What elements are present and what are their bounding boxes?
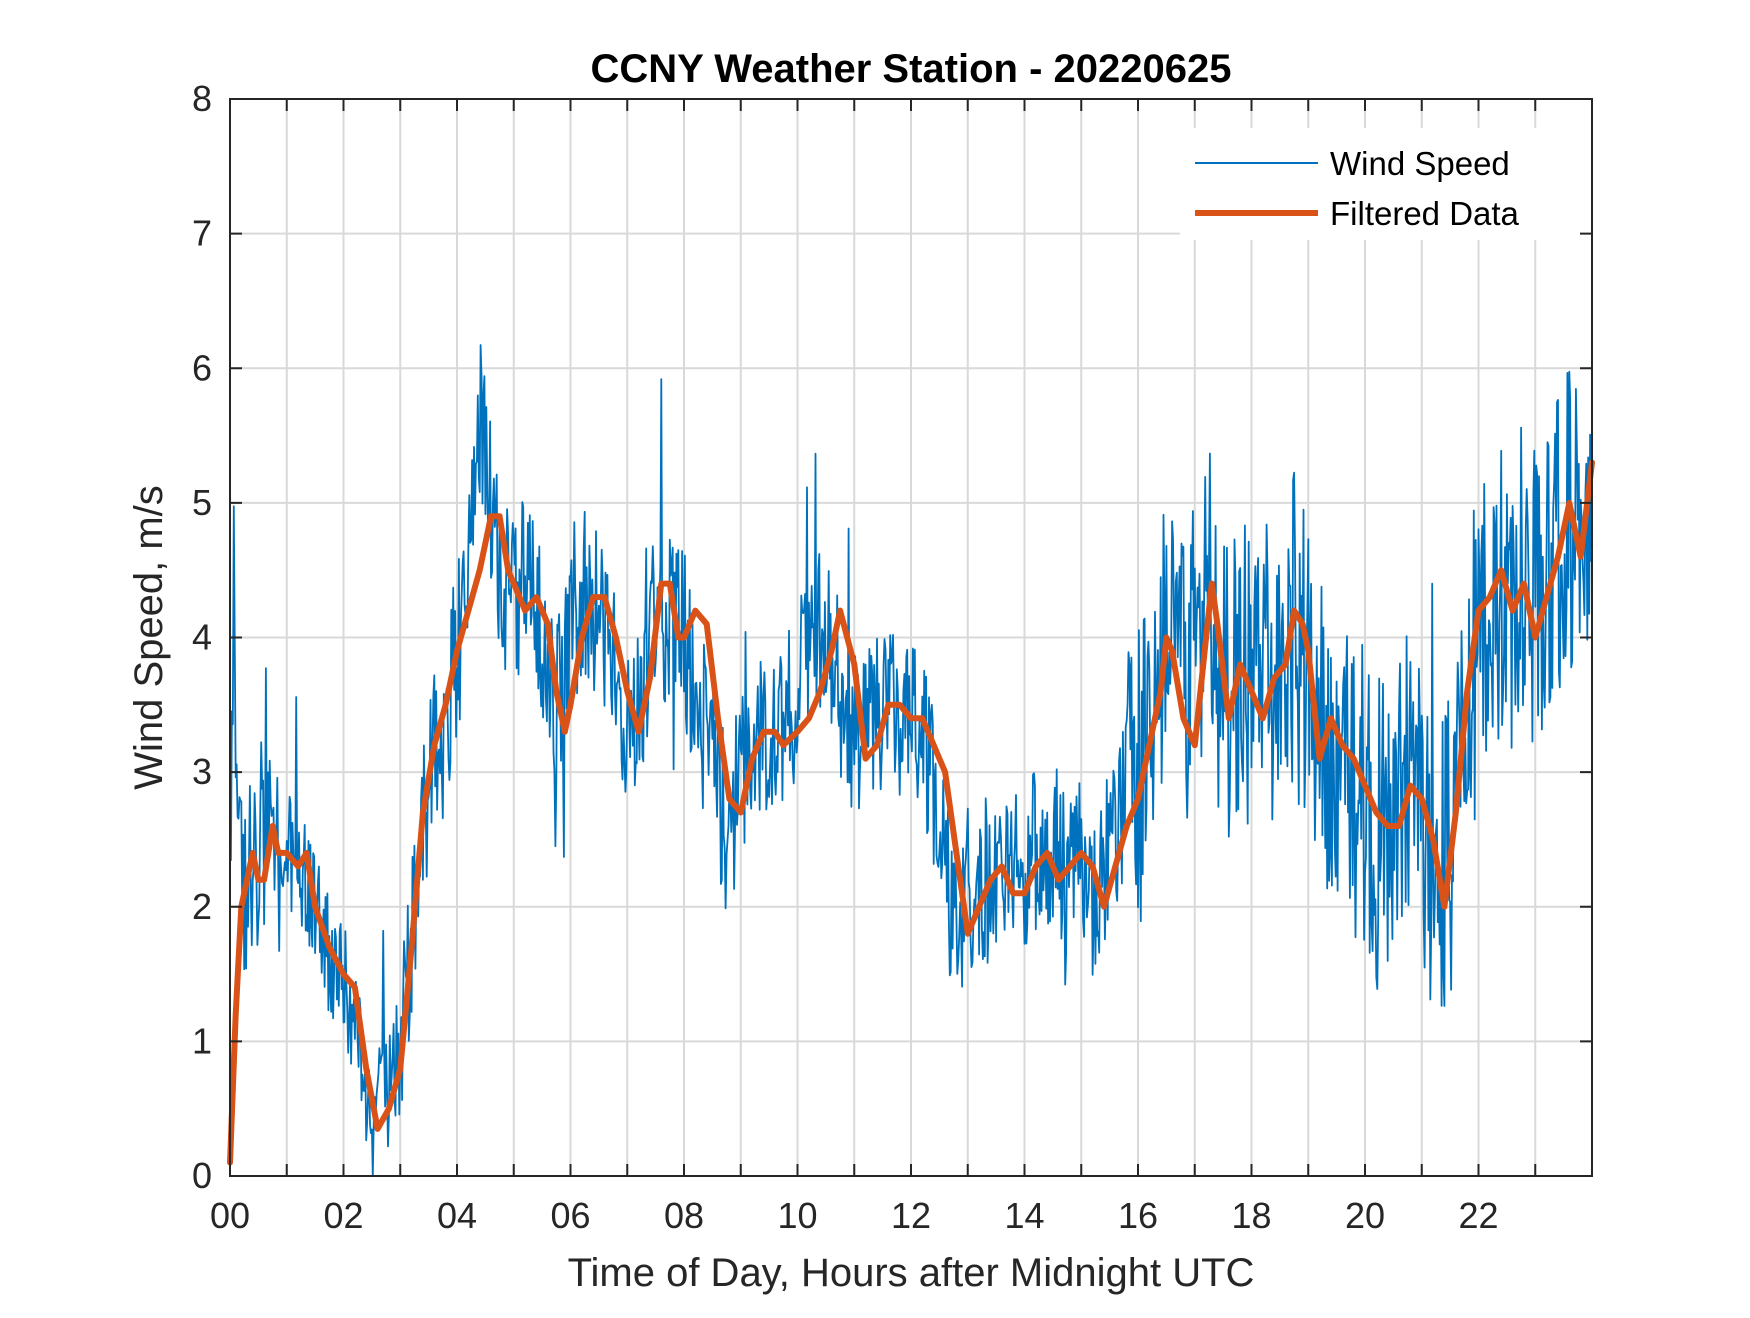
legend-box (1180, 128, 1580, 240)
series-line-wind-speed (229, 344, 1593, 1177)
y-tick-label: 7 (192, 213, 212, 254)
x-tick-label: 16 (1118, 1195, 1158, 1236)
legend: Wind Speed Filtered Data (1180, 128, 1580, 240)
x-tick-label: 08 (664, 1195, 704, 1236)
x-tick-label: 04 (437, 1195, 477, 1236)
x-tick-label: 00 (210, 1195, 250, 1236)
x-axis-label: Time of Day, Hours after Midnight UTC (568, 1251, 1255, 1295)
y-tick-label: 3 (192, 751, 212, 792)
y-tick-label: 4 (192, 617, 212, 658)
x-tick-label: 18 (1231, 1195, 1271, 1236)
x-tick-label: 20 (1345, 1195, 1385, 1236)
x-tick-label: 02 (323, 1195, 363, 1236)
y-tick-label: 1 (192, 1020, 212, 1061)
x-tick-label: 12 (891, 1195, 931, 1236)
y-tick-label: 8 (192, 78, 212, 119)
series-line-filtered-data (227, 459, 1595, 1166)
y-tick-label: 6 (192, 347, 212, 388)
chart-title: CCNY Weather Station - 20220625 (591, 47, 1232, 91)
y-axis-label: Wind Speed, m/s (127, 485, 171, 790)
y-tick-label: 5 (192, 482, 212, 523)
x-tick-label: 10 (777, 1195, 817, 1236)
legend-label-filtered-data: Filtered Data (1330, 195, 1520, 232)
y-tick-label: 0 (192, 1155, 212, 1196)
x-tick-label: 06 (550, 1195, 590, 1236)
x-tick-label: 14 (1004, 1195, 1044, 1236)
ticks (229, 98, 1593, 1177)
y-tick-label: 2 (192, 886, 212, 927)
x-tick-label: 22 (1458, 1195, 1498, 1236)
series-layer (227, 344, 1595, 1177)
legend-label-wind-speed: Wind Speed (1330, 145, 1510, 182)
